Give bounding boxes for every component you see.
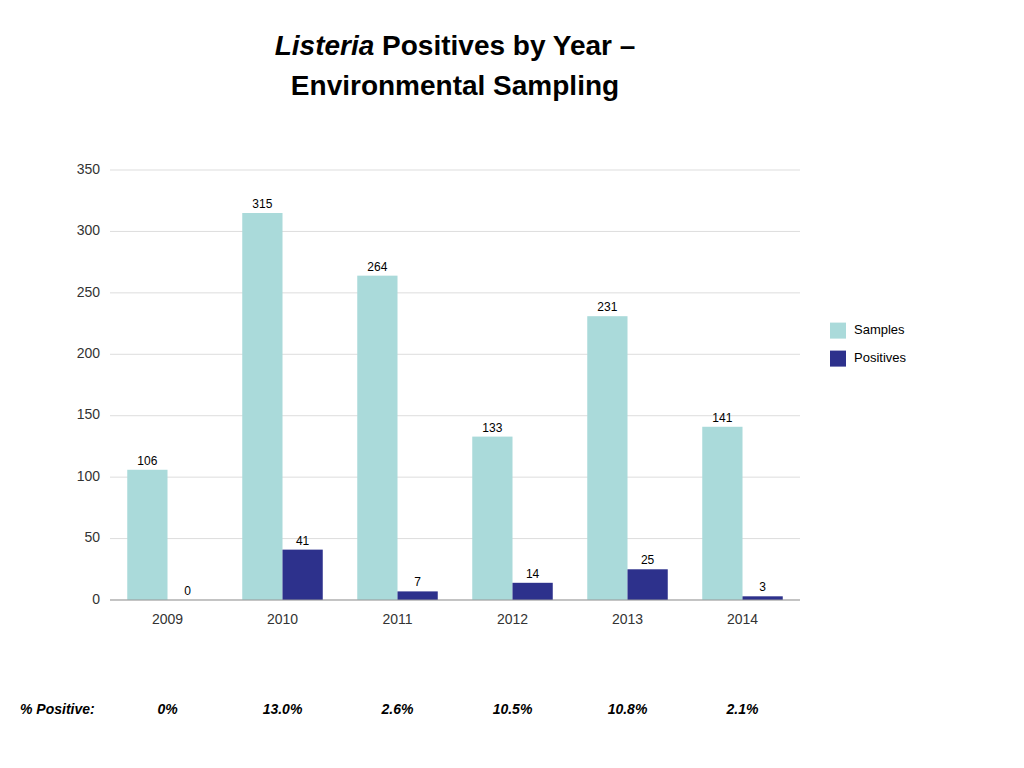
grid-line bbox=[110, 538, 800, 539]
subtitle: Environmental Sampling bbox=[291, 70, 619, 101]
x-tick-label: 2013 bbox=[612, 611, 643, 627]
legend-swatch bbox=[830, 351, 846, 367]
legend-label: Samples bbox=[854, 322, 905, 337]
grid-line bbox=[110, 354, 800, 355]
y-tick-label: 0 bbox=[92, 591, 100, 607]
grid-line bbox=[110, 231, 800, 232]
data-label: 41 bbox=[296, 534, 310, 548]
data-label: 0 bbox=[184, 584, 191, 598]
y-tick-label: 50 bbox=[84, 529, 100, 545]
data-labels: 106 315 264 133 231 141 0 41 7 14 25 3 bbox=[137, 197, 766, 598]
percent-label: % Positive: bbox=[20, 701, 95, 717]
y-tick-label: 200 bbox=[77, 345, 101, 361]
y-tick-label: 150 bbox=[77, 406, 101, 422]
bar bbox=[702, 427, 742, 600]
grid bbox=[110, 170, 800, 600]
bar bbox=[127, 470, 167, 600]
chart: 0501001502002503003501063152641332311410… bbox=[0, 0, 1024, 768]
percent-value: 0% bbox=[157, 701, 178, 717]
x-tick-label: 2012 bbox=[497, 611, 528, 627]
grid-line bbox=[110, 477, 800, 478]
bar bbox=[472, 437, 512, 600]
data-label: 264 bbox=[367, 260, 387, 274]
legend-swatch bbox=[830, 323, 846, 339]
percent-value: 13.0% bbox=[263, 701, 303, 717]
x-tick-label: 2010 bbox=[267, 611, 298, 627]
bars bbox=[127, 213, 783, 600]
bar bbox=[628, 569, 668, 600]
bar bbox=[587, 316, 627, 600]
bar bbox=[398, 591, 438, 600]
x-tick-label: 2014 bbox=[727, 611, 758, 627]
bar bbox=[283, 550, 323, 600]
grid-line bbox=[110, 292, 800, 293]
data-label: 106 bbox=[137, 454, 157, 468]
legend-label: Positives bbox=[854, 350, 907, 365]
data-label: 315 bbox=[252, 197, 272, 211]
percent-value: 2.6% bbox=[381, 701, 414, 717]
percent-value: 10.8% bbox=[608, 701, 648, 717]
bar bbox=[242, 213, 282, 600]
y-tick-label: 250 bbox=[77, 284, 101, 300]
percent-value: 2.1% bbox=[726, 701, 759, 717]
legend: Samples Positives bbox=[830, 322, 907, 367]
bar bbox=[743, 596, 783, 600]
y-tick-label: 350 bbox=[77, 161, 101, 177]
y-tick-label: 100 bbox=[77, 468, 101, 484]
grid-line bbox=[110, 600, 800, 601]
bar bbox=[357, 276, 397, 600]
data-label: 14 bbox=[526, 567, 540, 581]
bar bbox=[513, 583, 553, 600]
data-label: 231 bbox=[597, 300, 617, 314]
x-axis bbox=[110, 600, 800, 601]
y-tick-label: 300 bbox=[77, 222, 101, 238]
data-label: 3 bbox=[759, 580, 766, 594]
title: Listeria Positives by Year – bbox=[275, 30, 636, 61]
data-label: 133 bbox=[482, 421, 502, 435]
grid-line bbox=[110, 415, 800, 416]
x-tick-label: 2009 bbox=[152, 611, 183, 627]
grid-line bbox=[110, 170, 800, 171]
x-tick-label: 2011 bbox=[382, 611, 412, 627]
data-label: 7 bbox=[414, 575, 421, 589]
data-label: 25 bbox=[641, 553, 655, 567]
data-label: 141 bbox=[712, 411, 732, 425]
percent-value: 10.5% bbox=[493, 701, 533, 717]
